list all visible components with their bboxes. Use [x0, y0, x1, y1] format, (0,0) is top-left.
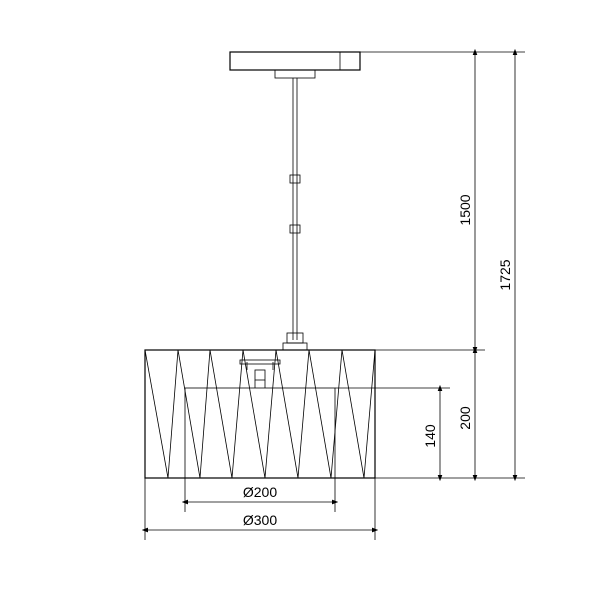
dim-outer-diameter: Ø300	[145, 512, 375, 530]
ceiling-plate	[230, 52, 360, 78]
dim-1725-label: 1725	[497, 259, 513, 290]
dim-1500-label: 1500	[457, 194, 473, 225]
dim-d200-label: Ø200	[243, 484, 277, 500]
pendant-rod	[283, 78, 307, 350]
dim-inner-diameter: Ø200	[185, 484, 335, 502]
dim-total-height: 1725	[497, 52, 515, 478]
dim-d300-label: Ø300	[243, 512, 277, 528]
shade-outer	[145, 350, 375, 478]
dim-cable-length: 1500	[457, 52, 475, 350]
lamp-technical-drawing: 1725 1500 200 140 Ø200 Ø300	[0, 0, 600, 600]
dim-200-label: 200	[457, 406, 473, 430]
dim-140-label: 140	[422, 424, 438, 448]
dim-shade-outer-height: 200	[457, 350, 475, 478]
dim-shade-inner-height: 140	[422, 388, 440, 478]
